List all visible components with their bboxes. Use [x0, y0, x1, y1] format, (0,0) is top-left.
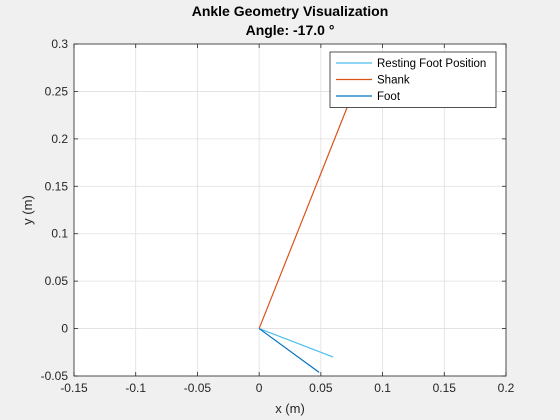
legend-label: Shank	[377, 75, 410, 87]
y-tick-label: 0.2	[51, 132, 68, 146]
y-tick-label: 0	[61, 322, 68, 336]
series-line-2	[258, 328, 320, 373]
x-tick-label: -0.15	[60, 381, 88, 395]
y-tick-labels: -0.05 0 0.05 0.1 0.15 0.2 0.25 0.3	[41, 37, 69, 383]
y-axis-label: y (m)	[20, 195, 35, 225]
x-tick-label: 0.1	[374, 381, 391, 395]
series-line-0	[258, 328, 334, 358]
legend: Resting Foot Position Shank Foot	[329, 51, 497, 108]
y-tick-label: 0.3	[51, 37, 68, 51]
y-tick-label: -0.05	[41, 369, 69, 383]
y-tick-label: 0.05	[45, 274, 69, 288]
y-tick-label: 0.1	[51, 227, 68, 241]
legend-label: Resting Foot Position	[377, 58, 486, 70]
ticks	[73, 43, 507, 377]
y-tick-label: 0.25	[45, 84, 69, 98]
x-tick-label: 0	[256, 381, 263, 395]
x-tick-label: -0.05	[184, 381, 212, 395]
y-tick-label: 0.15	[45, 179, 69, 193]
legend-label: Foot	[377, 91, 401, 103]
x-tick-label: 0.15	[433, 381, 457, 395]
x-tick-label: 0.2	[498, 381, 515, 395]
plot-border	[73, 43, 507, 377]
x-tick-label: 0.05	[309, 381, 333, 395]
chart-subtitle: Angle: -17.0 °	[246, 22, 335, 38]
chart-title: Ankle Geometry Visualization	[192, 3, 389, 19]
x-tick-label: -0.1	[125, 381, 146, 395]
x-tick-labels: -0.15 -0.1 -0.05 0 0.05 0.1 0.15 0.2	[60, 381, 514, 395]
x-axis-label: x (m)	[275, 401, 305, 416]
